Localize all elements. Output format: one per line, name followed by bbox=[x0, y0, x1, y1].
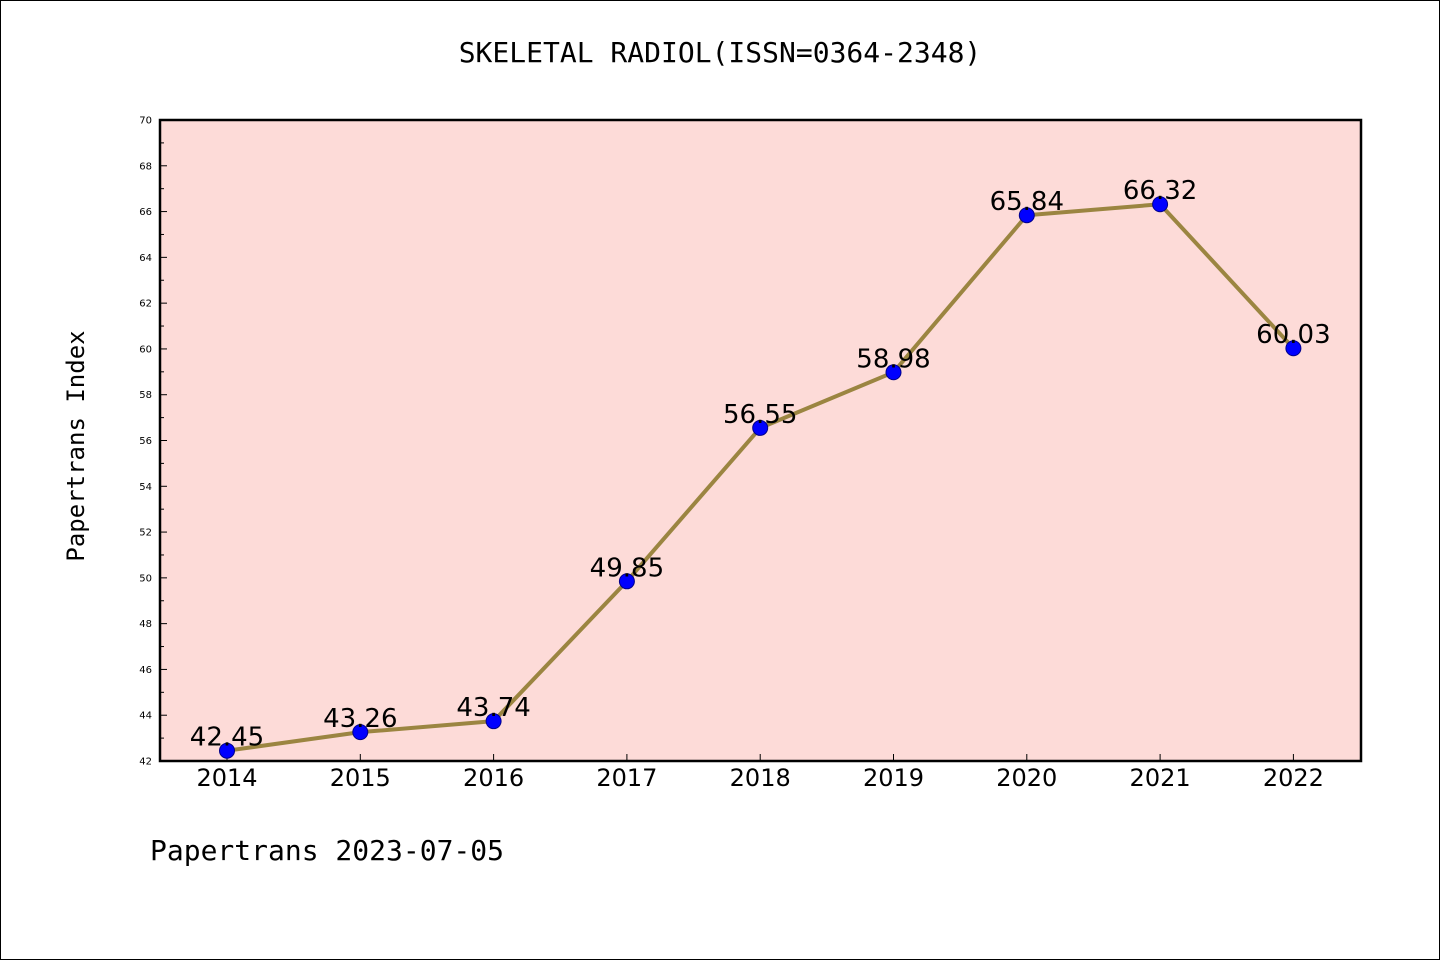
data-label: 56.55 bbox=[723, 400, 797, 430]
plot-area bbox=[160, 120, 1361, 761]
data-point bbox=[1285, 340, 1302, 357]
chart-title: SKELETAL RADIOL(ISSN=0364-2348) bbox=[458, 36, 982, 69]
x-tick-label: 2022 bbox=[1263, 764, 1324, 792]
x-tick-label: 2014 bbox=[196, 764, 257, 792]
y-tick-label: 66 bbox=[139, 207, 152, 218]
data-point bbox=[1152, 196, 1169, 213]
data-label: 43.74 bbox=[456, 693, 530, 723]
x-tick-label: 2017 bbox=[596, 764, 657, 792]
data-point bbox=[618, 573, 635, 590]
y-tick-label: 54 bbox=[139, 482, 152, 493]
y-tick-label: 50 bbox=[139, 573, 152, 584]
y-tick-label: 60 bbox=[139, 344, 152, 355]
plot-border bbox=[158, 118, 1363, 763]
data-label: 43.26 bbox=[323, 704, 397, 734]
y-tick-label: 48 bbox=[139, 619, 152, 630]
data-label: 60.03 bbox=[1256, 320, 1330, 350]
data-label: 49.85 bbox=[590, 553, 664, 583]
y-tick-label: 70 bbox=[139, 116, 152, 127]
data-point bbox=[752, 419, 769, 436]
x-tick-label: 2016 bbox=[463, 764, 524, 792]
y-tick-label: 64 bbox=[139, 253, 152, 264]
data-point bbox=[219, 742, 235, 759]
x-tick-label: 2019 bbox=[863, 764, 924, 792]
y-tick-label: 58 bbox=[139, 390, 152, 401]
data-point bbox=[352, 724, 369, 741]
data-point bbox=[1018, 207, 1035, 224]
data-point bbox=[885, 364, 902, 381]
y-tick-label: 68 bbox=[139, 161, 152, 172]
y-tick-label: 42 bbox=[139, 757, 152, 768]
data-label: 65.84 bbox=[990, 187, 1064, 217]
y-tick-label: 46 bbox=[139, 665, 152, 676]
x-tick-label: 2020 bbox=[996, 764, 1057, 792]
data-label: 42.45 bbox=[190, 723, 264, 753]
x-tick-label: 2018 bbox=[730, 764, 791, 792]
y-tick-label: 44 bbox=[139, 711, 152, 722]
data-label: 66.32 bbox=[1123, 176, 1197, 206]
y-tick-label: 52 bbox=[139, 528, 152, 539]
x-tick-label: 2015 bbox=[330, 764, 391, 792]
x-tick-label: 2021 bbox=[1130, 764, 1191, 792]
data-label: 58.98 bbox=[856, 344, 930, 374]
y-tick-label: 56 bbox=[139, 436, 152, 447]
y-tick-label: 62 bbox=[139, 299, 152, 310]
data-point bbox=[485, 713, 502, 730]
footer-note: Papertrans 2023-07-05 bbox=[150, 834, 505, 867]
